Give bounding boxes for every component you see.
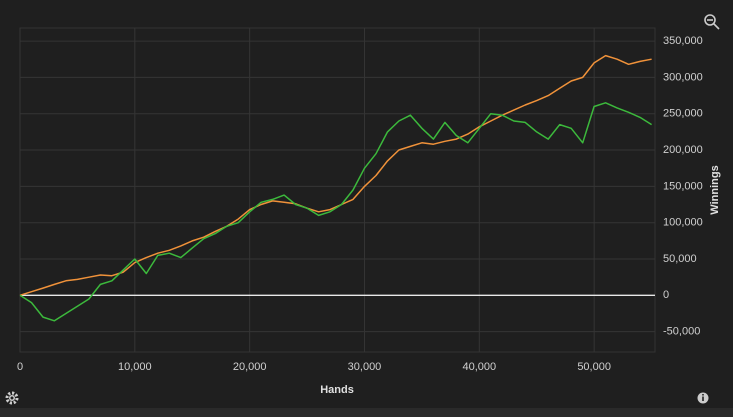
- y-tick-label: -50,000: [663, 326, 700, 338]
- x-axis-title: Hands: [320, 384, 354, 396]
- x-tick-label: 50,000: [577, 361, 611, 373]
- footer-bar: [0, 408, 733, 417]
- y-tick-label: 50,000: [663, 253, 697, 265]
- series-line: [19, 102, 652, 322]
- info-icon[interactable]: [697, 392, 709, 404]
- settings-icon[interactable]: [5, 391, 19, 405]
- zoom-icon[interactable]: [704, 14, 720, 30]
- y-tick-label: 100,000: [663, 217, 703, 229]
- y-tick-label: 350,000: [663, 35, 703, 47]
- series-line: [19, 54, 652, 297]
- y-tick-label: 250,000: [663, 108, 703, 120]
- x-tick-label: 20,000: [233, 361, 267, 373]
- y-tick-label: 300,000: [663, 71, 703, 83]
- y-tick-label: 150,000: [663, 180, 703, 192]
- y-tick-label: 0: [663, 289, 669, 301]
- x-tick-label: 10,000: [118, 361, 152, 373]
- lines: [19, 54, 652, 322]
- x-tick-label: 30,000: [348, 361, 382, 373]
- grid: [19, 27, 656, 353]
- y-tick-label: 200,000: [663, 144, 703, 156]
- y-axis-title: Winnings: [709, 165, 721, 214]
- x-tick-label: 0: [17, 361, 23, 373]
- x-tick-label: 40,000: [462, 361, 496, 373]
